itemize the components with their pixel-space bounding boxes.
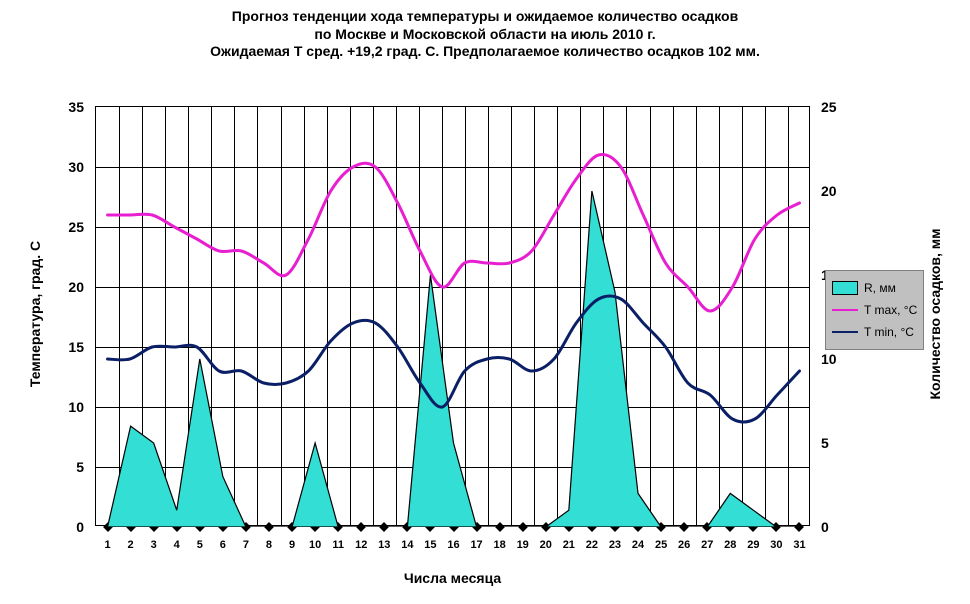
- xtick-label: 16: [447, 539, 459, 551]
- ytick-label: 25: [44, 219, 84, 235]
- legend-line-swatch: [832, 303, 858, 317]
- xtick-label: 27: [701, 539, 713, 551]
- tmin-line: [108, 296, 800, 422]
- ytick-label: 15: [44, 339, 84, 355]
- title-line-2: по Москве и Московской области на июль 2…: [0, 26, 970, 44]
- xtick-label: 18: [494, 539, 506, 551]
- plot-area: 0510152025303505101520251234567891011121…: [95, 106, 810, 526]
- xtick-label: 20: [540, 539, 552, 551]
- legend-item: T max, °C: [832, 299, 917, 321]
- legend-item: T min, °C: [832, 321, 917, 343]
- xtick-label: 8: [266, 539, 272, 551]
- legend-item: R, мм: [832, 277, 917, 299]
- legend-label: T min, °C: [864, 325, 914, 339]
- ytick-label: 5: [44, 459, 84, 475]
- y2tick-label: 0: [821, 519, 861, 535]
- xtick-label: 15: [424, 539, 436, 551]
- xtick-label: 9: [289, 539, 295, 551]
- xtick-label: 24: [632, 539, 644, 551]
- chart-container: { "title_lines": [ "Прогноз тенденции хо…: [0, 0, 970, 604]
- xtick-label: 21: [563, 539, 575, 551]
- ytick-label: 20: [44, 279, 84, 295]
- xtick-label: 12: [355, 539, 367, 551]
- y2-axis-label: Количество осадков, мм: [927, 214, 943, 414]
- xtick-label: 25: [655, 539, 667, 551]
- xtick-label: 4: [174, 539, 180, 551]
- xtick-label: 13: [378, 539, 390, 551]
- chart-title: Прогноз тенденции хода температуры и ожи…: [0, 8, 970, 61]
- ytick-label: 0: [44, 519, 84, 535]
- tmax-line: [108, 155, 800, 312]
- xtick-label: 10: [309, 539, 321, 551]
- legend-line-swatch: [832, 325, 858, 339]
- xtick-label: 3: [151, 539, 157, 551]
- ytick-label: 10: [44, 399, 84, 415]
- ytick-label: 30: [44, 159, 84, 175]
- xtick-label: 30: [770, 539, 782, 551]
- y2tick-label: 25: [821, 99, 861, 115]
- title-line-3: Ожидаемая Т сред. +19,2 град. С. Предпол…: [0, 43, 970, 61]
- xtick-label: 29: [747, 539, 759, 551]
- legend: R, мм T max, °C T min, °C: [825, 270, 924, 350]
- precip-area: [108, 191, 800, 527]
- xtick-label: 7: [243, 539, 249, 551]
- xtick-label: 5: [197, 539, 203, 551]
- y2tick-label: 20: [821, 183, 861, 199]
- xtick-label: 31: [793, 539, 805, 551]
- xtick-label: 2: [128, 539, 134, 551]
- y-axis-label: Температура, град. С: [27, 214, 43, 414]
- xtick-label: 19: [517, 539, 529, 551]
- ytick-label: 35: [44, 99, 84, 115]
- xtick-label: 1: [104, 539, 110, 551]
- xtick-label: 17: [470, 539, 482, 551]
- x-axis-label: Числа месяца: [404, 570, 501, 586]
- xtick-label: 14: [401, 539, 413, 551]
- series-svg: [96, 107, 811, 527]
- legend-label: T max, °C: [864, 303, 917, 317]
- xtick-label: 26: [678, 539, 690, 551]
- xtick-label: 11: [332, 539, 344, 551]
- y2tick-label: 10: [821, 351, 861, 367]
- xtick-label: 23: [609, 539, 621, 551]
- y2tick-label: 5: [821, 435, 861, 451]
- title-line-1: Прогноз тенденции хода температуры и ожи…: [0, 8, 970, 26]
- xtick-label: 22: [586, 539, 598, 551]
- legend-label: R, мм: [864, 281, 896, 295]
- xtick-label: 6: [220, 539, 226, 551]
- legend-area-swatch: [832, 281, 858, 295]
- xtick-label: 28: [724, 539, 736, 551]
